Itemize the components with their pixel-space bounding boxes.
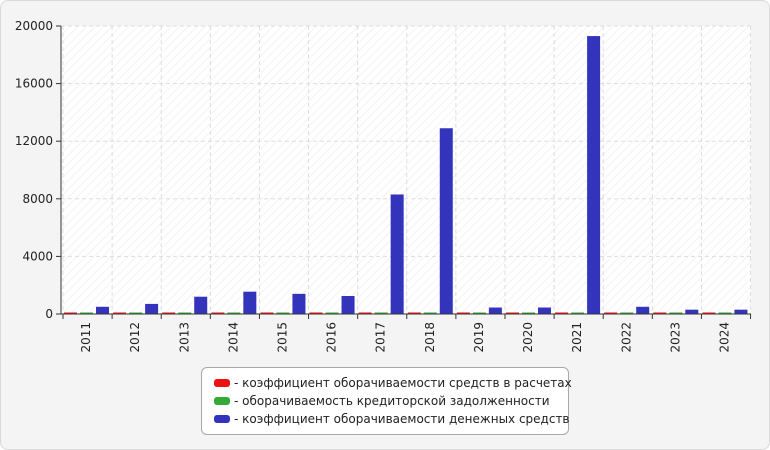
x-tick-label: 2022 — [619, 322, 633, 353]
x-tick-label: 2020 — [521, 322, 535, 353]
bar-2015-series-1 — [260, 312, 274, 314]
bar-2015-series-3 — [292, 293, 306, 314]
legend-label-payables: оборачиваемость кредиторской задолженнос… — [242, 394, 550, 408]
bar-2018-series-2 — [423, 312, 437, 314]
legend-swatch-blue — [214, 415, 230, 423]
bar-2017-series-2 — [374, 312, 388, 314]
bar-2021-series-1 — [555, 312, 569, 314]
bar-2015-series-2 — [276, 312, 290, 314]
x-tick-labels: 2011 2012 2013 2014 2015 2016 2017 2018 2019 2020… — [79, 322, 731, 353]
plot-area-hatch — [61, 26, 751, 314]
grid-lines — [61, 25, 752, 314]
bar-2024-series-1 — [702, 312, 716, 314]
legend-swatch-green — [214, 397, 230, 405]
legend-swatch-red — [214, 379, 230, 387]
bar-2012-series-2 — [129, 312, 143, 314]
bar-2022-series-1 — [604, 312, 618, 314]
x-tick-label: 2014 — [226, 322, 240, 353]
y-tick-label: 20000 — [15, 19, 53, 33]
y-tick-label: 4000 — [22, 249, 53, 263]
y-tick-label: 16000 — [15, 77, 53, 91]
bar-2014-series-1 — [211, 312, 225, 314]
bar-2022-series-3 — [636, 306, 650, 314]
y-tick-labels: 0 4000 8000 12000 16000 20000 — [15, 19, 53, 321]
x-tick-label: 2019 — [472, 322, 486, 353]
bar-2011-series-2 — [80, 312, 93, 314]
legend-item-payables: - оборачиваемость кредиторской задолженн… — [214, 392, 550, 410]
bar-2023-series-3 — [685, 309, 699, 314]
bar-2022-series-2 — [620, 312, 634, 314]
bar-2024-series-2 — [718, 312, 732, 314]
x-tick-label: 2023 — [668, 322, 682, 353]
x-tick-label: 2016 — [325, 322, 339, 353]
x-tick-label: 2011 — [79, 322, 93, 353]
bar-2013-series-3 — [194, 296, 208, 314]
y-tick-label: 12000 — [15, 134, 53, 148]
bar-2011-series-1 — [64, 312, 77, 314]
bar-2020-series-2 — [521, 312, 535, 314]
x-tick-label: 2013 — [177, 322, 191, 353]
bar-2019-series-2 — [472, 312, 486, 314]
legend-label-cash: коэффициент оборачиваемости денежных сре… — [242, 412, 570, 426]
bar-2021-series-3 — [587, 36, 601, 315]
x-tick-label: 2018 — [423, 322, 437, 353]
bar-2013-series-1 — [162, 312, 176, 314]
legend-item-receivables: - коэффициент оборачиваемости средств в … — [214, 374, 572, 392]
legend-label-receivables: коэффициент оборачиваемости средств в ра… — [242, 376, 572, 390]
legend: - коэффициент оборачиваемости средств в … — [201, 367, 572, 435]
y-tick-label: 8000 — [22, 192, 53, 206]
legend-item-cash: - коэффициент оборачиваемости денежных с… — [214, 410, 570, 428]
bar-2016-series-2 — [325, 312, 339, 314]
x-tick-label: 2017 — [374, 322, 388, 353]
bar-2014-series-2 — [227, 312, 241, 314]
bar-2016-series-3 — [341, 296, 355, 314]
bar-2018-series-1 — [407, 312, 421, 314]
bar-2023-series-2 — [669, 312, 683, 314]
bar-2020-series-1 — [505, 312, 519, 314]
bar-2014-series-3 — [243, 291, 257, 314]
x-tick-label: 2015 — [275, 322, 289, 353]
y-tick-label: 0 — [45, 307, 53, 321]
bar-2020-series-3 — [537, 307, 551, 314]
bar-2019-series-1 — [456, 312, 470, 314]
bar-2016-series-1 — [309, 312, 323, 314]
bar-2023-series-1 — [653, 312, 667, 314]
bar-2011-series-3 — [96, 306, 109, 314]
bar-2019-series-3 — [488, 307, 502, 314]
bar-2021-series-2 — [571, 312, 585, 314]
bar-2012-series-1 — [113, 312, 127, 314]
x-tick-label: 2024 — [717, 322, 731, 353]
bar-2017-series-1 — [358, 312, 372, 314]
bar-2012-series-3 — [145, 303, 159, 314]
axes — [56, 25, 752, 319]
bar-2024-series-3 — [734, 309, 748, 314]
bar-2017-series-3 — [390, 194, 404, 314]
bar-2018-series-3 — [439, 128, 453, 314]
bars — [64, 36, 748, 315]
x-tick-label: 2012 — [128, 322, 142, 353]
x-tick-label: 2021 — [570, 322, 584, 353]
bar-2013-series-2 — [178, 312, 192, 314]
